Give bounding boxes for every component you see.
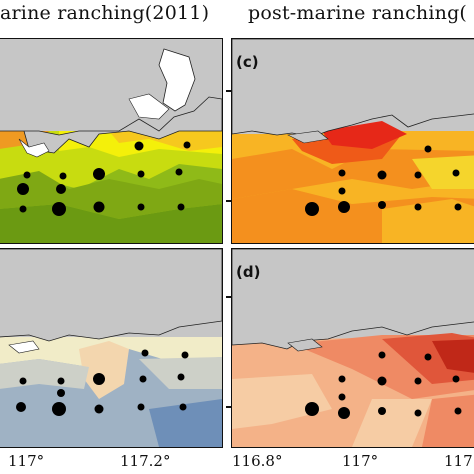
y-tick: [226, 406, 231, 408]
panel-title-right: post-marine ranching(: [248, 2, 468, 24]
y-tick: [226, 296, 231, 298]
station-markers: [305, 145, 462, 216]
station-markers: [16, 349, 189, 416]
inland-water: [128, 93, 170, 120]
map-a-graphic: [0, 39, 222, 243]
map-c-graphic: [232, 39, 474, 243]
map-d-graphic: [232, 249, 474, 447]
map-panel-c: (c): [231, 38, 474, 244]
panel-title-left: arine ranching(2011): [0, 2, 210, 24]
panel-letter-d: (d): [236, 263, 261, 281]
coastline: [232, 39, 474, 138]
x-tick-label: 116.8°: [232, 452, 283, 470]
station-markers: [305, 351, 462, 419]
x-tick-label: 117: [444, 452, 473, 470]
x-tick-label: 117°: [8, 452, 45, 470]
map-panel-a: [0, 38, 223, 244]
panel-letter-c: (c): [236, 53, 259, 71]
map-b-graphic: [0, 249, 222, 447]
coastline: [232, 249, 474, 350]
x-tick-label: 117.2°: [120, 452, 171, 470]
y-tick: [226, 200, 231, 202]
station-markers: [17, 141, 191, 216]
coastline: [0, 96, 222, 154]
x-tick-label: 117°: [342, 452, 379, 470]
map-panel-d: (d): [231, 248, 474, 448]
map-panel-b: [0, 248, 223, 448]
inland-water: [158, 48, 196, 112]
coastline: [0, 249, 222, 342]
y-tick: [226, 90, 231, 92]
